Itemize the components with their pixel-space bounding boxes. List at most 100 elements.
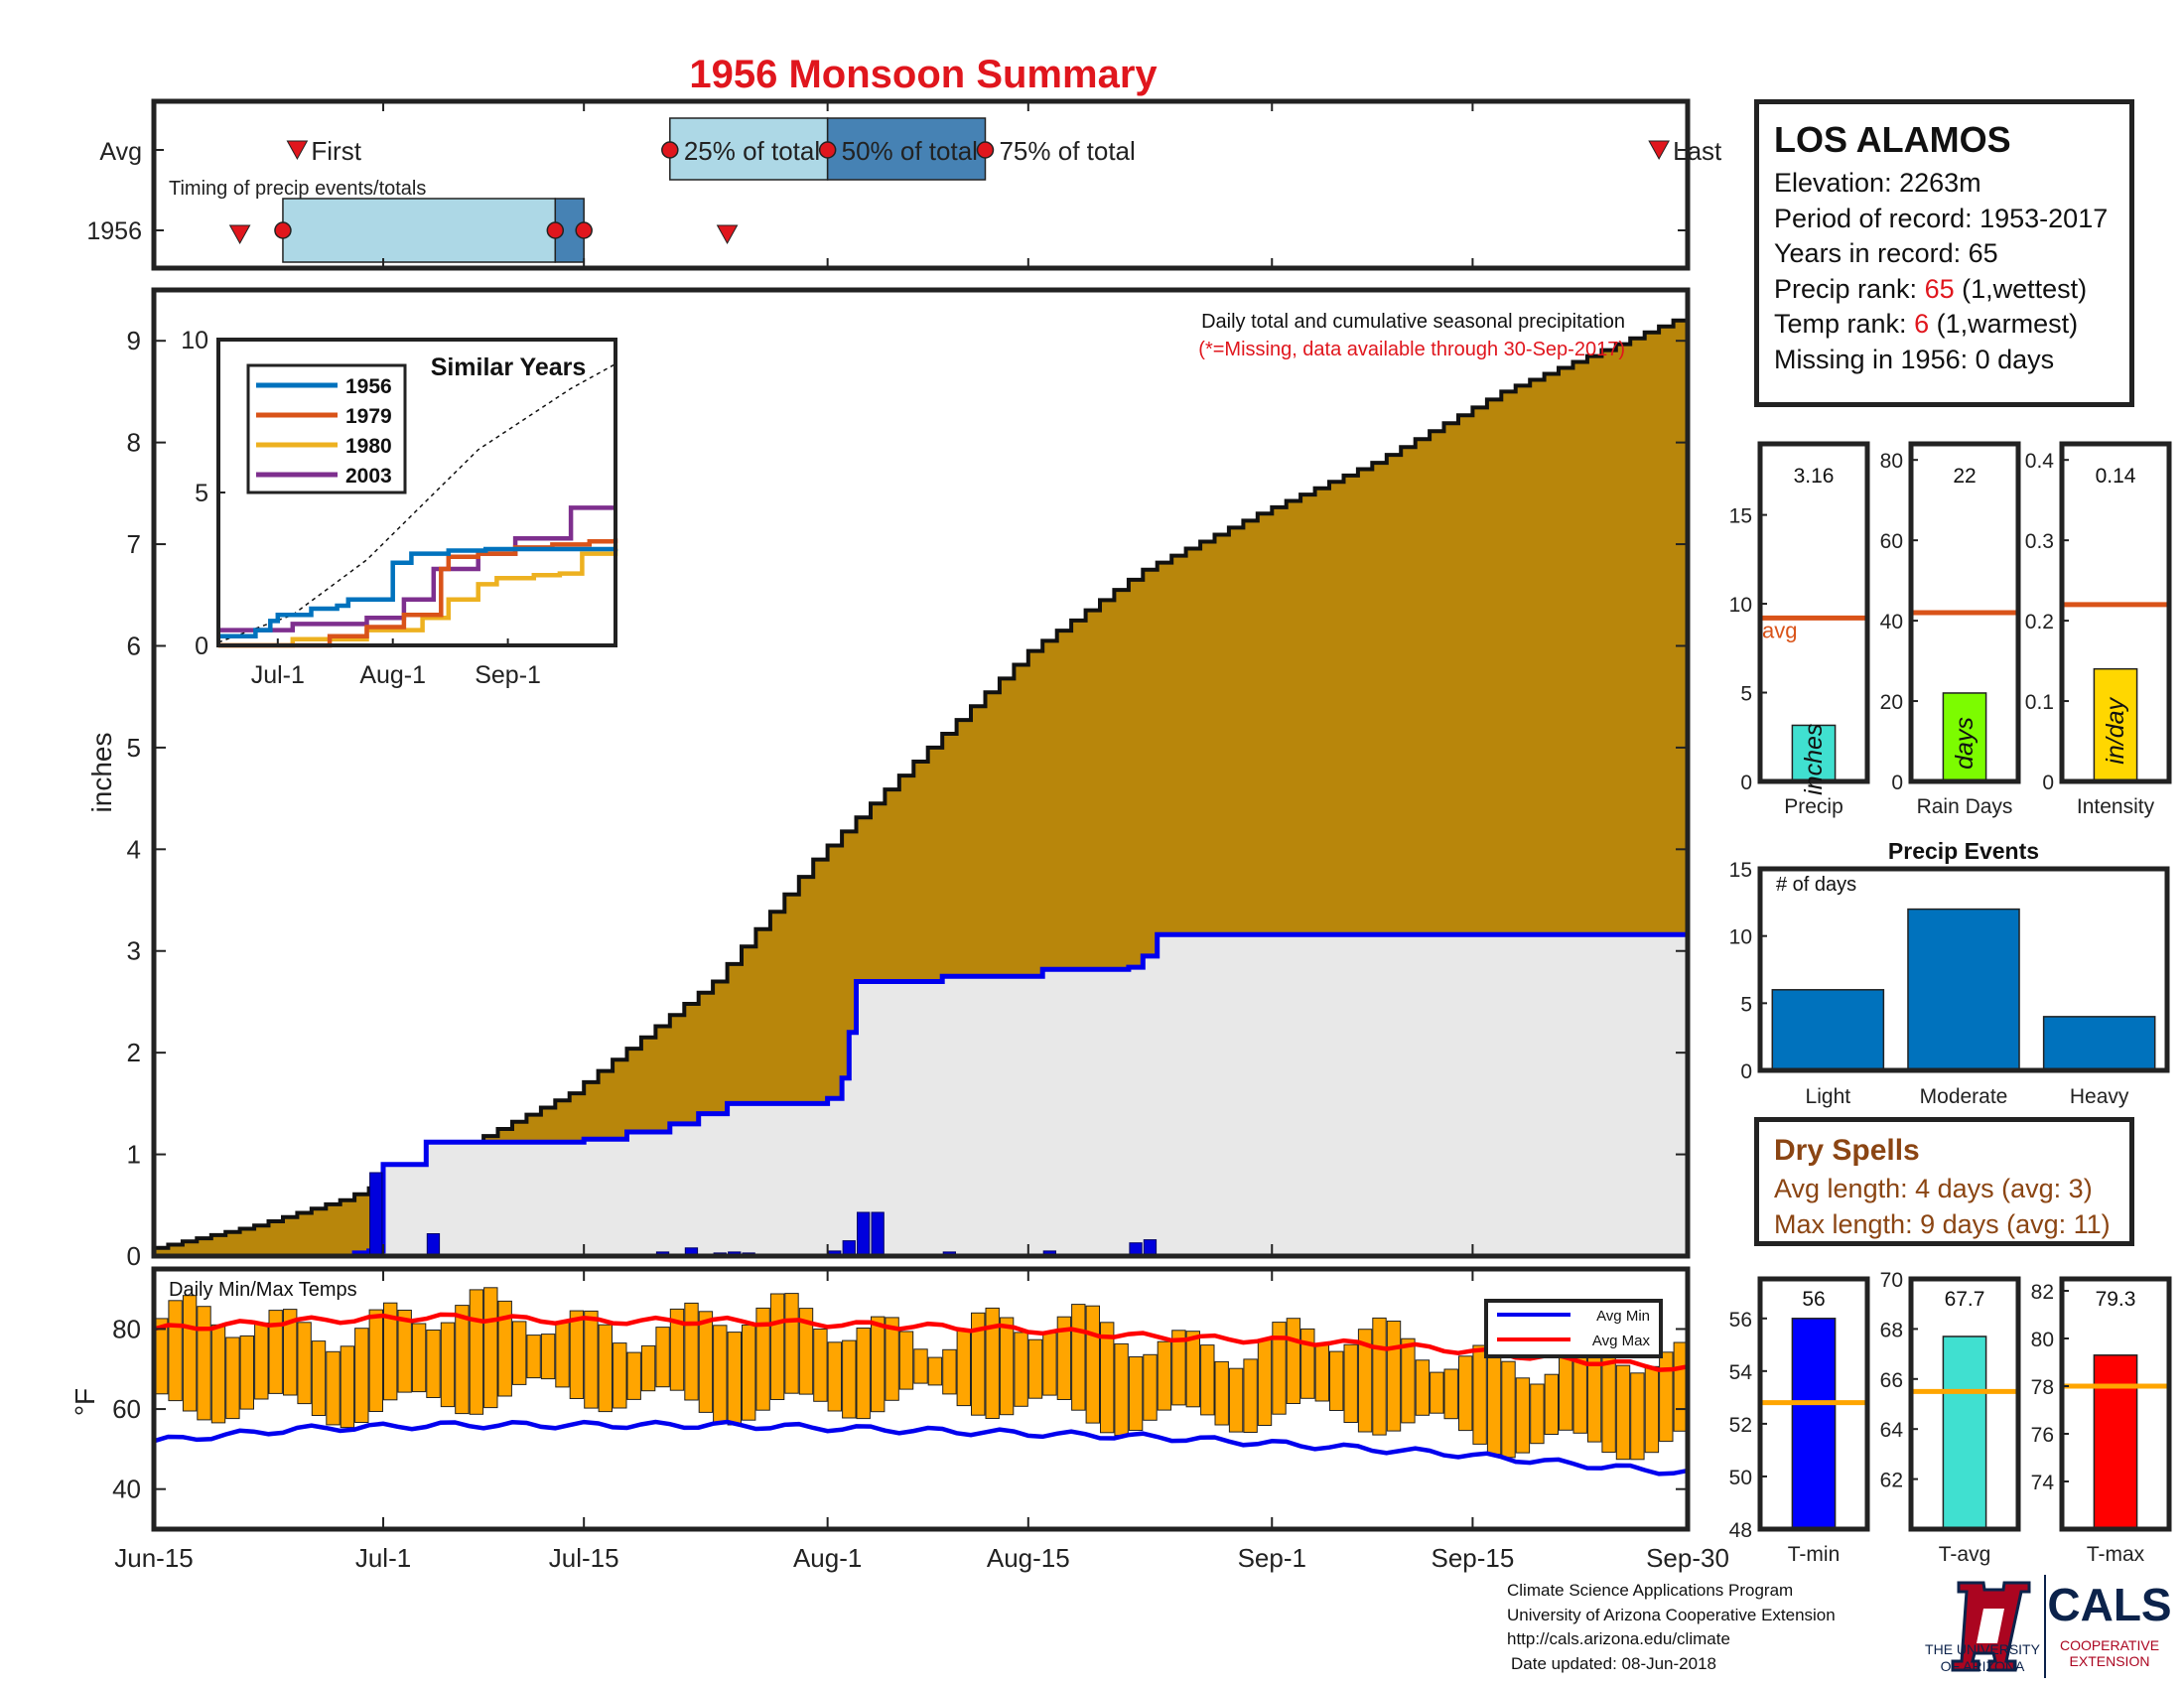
- station-missing: Missing in 1956: 0 days: [1774, 344, 2055, 374]
- temp-range-bar: [784, 1293, 799, 1394]
- timing-1956-25-50-box: [282, 198, 557, 263]
- inset-series-lines: [217, 362, 618, 648]
- temp-range-bar: [584, 1310, 599, 1409]
- temp-range-bar: [755, 1307, 770, 1411]
- timing-1956-last-marker: [716, 224, 739, 245]
- date-tick-label: Aug-1: [793, 1543, 862, 1573]
- summary-y-tick-label: 0.1: [2025, 691, 2054, 714]
- inset-series-1956: [218, 546, 618, 639]
- temp-range-bar: [640, 1344, 656, 1392]
- cals-wordmark: CALS: [2047, 1579, 2171, 1630]
- temp-range-bar: [512, 1321, 527, 1385]
- temp-range-bar: [239, 1335, 255, 1410]
- inset-avg-dashed-line: [217, 362, 616, 643]
- summary-panel-rain-days: 0 20 40 60 80 22 Rain Days days: [1880, 441, 2021, 818]
- temps-title: Daily Min/Max Temps: [169, 1279, 357, 1301]
- summary-panel-t-avg: 62 64 66 68 70 67.7 T-avg: [1880, 1269, 2021, 1566]
- cals-line1: COOPERATIVE: [2060, 1637, 2159, 1653]
- summary-value-t-min: 56: [1802, 1288, 1825, 1311]
- temp-range-bar: [813, 1329, 828, 1402]
- summary-bar-precip-total: [1791, 724, 1837, 782]
- summary-y-tick-label: 74: [2031, 1472, 2055, 1494]
- temp-range-bar: [1014, 1332, 1028, 1407]
- footer-line2: University of Arizona Cooperative Extens…: [1507, 1605, 1836, 1624]
- ua-logo: [1951, 1581, 2031, 1672]
- summary-y-tick-label: 0: [1740, 772, 1752, 794]
- summary-panel-frame: [1757, 441, 1870, 784]
- timing-avg-p50-label: 50% of total: [842, 136, 978, 166]
- events-y-tick-label: 15: [1729, 859, 1752, 882]
- summary-y-tick-label: 0.4: [2025, 450, 2055, 473]
- temp-range-bar: [1630, 1372, 1645, 1461]
- temp-range-bar: [283, 1309, 298, 1396]
- dry-spells-box: Dry Spells Avg length: 4 days (avg: 3) M…: [1754, 1117, 2134, 1246]
- events-category-label: Light: [1806, 1085, 1851, 1108]
- temp-range-bar: [827, 1341, 842, 1412]
- temp-range-bar: [985, 1307, 1000, 1420]
- summary-y-tick-label: 52: [1729, 1414, 1752, 1437]
- temp-range-bar: [842, 1339, 857, 1419]
- temp-range-bar: [354, 1328, 369, 1423]
- summary-bar-t-max: [2093, 1354, 2138, 1530]
- summary-xlabel-t-min: T-min: [1788, 1543, 1841, 1566]
- summary-y-tick-label: 60: [1880, 530, 1903, 553]
- temp-range-bar: [1185, 1331, 1200, 1408]
- summary-y-tick-label: 80: [2031, 1329, 2054, 1351]
- temp-range-bar: [254, 1322, 269, 1400]
- temp-range-bar: [569, 1310, 585, 1399]
- temp-range-bar: [956, 1330, 971, 1407]
- main-y-tick-label: 3: [127, 936, 141, 966]
- legend-avg-max-label: Avg Max: [1592, 1333, 1651, 1349]
- station-info-box: LOS ALAMOS Elevation: 2263m Period of re…: [1754, 99, 2134, 407]
- temp-range-bar: [885, 1317, 899, 1401]
- summary-value-rain-days: 22: [1953, 465, 1976, 488]
- summary-y-tick-label: 56: [1729, 1309, 1752, 1332]
- temp-range-bar: [197, 1306, 211, 1421]
- summary-unit-intensity: in/day: [2102, 696, 2129, 764]
- timing-1956-p50-marker: [546, 221, 565, 239]
- temp-range-bar: [1401, 1337, 1416, 1424]
- main-y-tick-label: 2: [127, 1038, 141, 1067]
- summary-y-tick-label: 82: [2031, 1281, 2054, 1304]
- summary-value-precip-total: 3.16: [1794, 465, 1835, 488]
- summary-value-t-avg: 67.7: [1945, 1288, 1985, 1311]
- station-name: LOS ALAMOS: [1774, 119, 2011, 160]
- temp-range-bar: [555, 1322, 570, 1388]
- temp-range-bar: [1357, 1329, 1373, 1433]
- temp-range-bar: [742, 1324, 756, 1421]
- temp-range-bar: [669, 1308, 685, 1391]
- events-bar-light: [1771, 989, 1885, 1071]
- temp-range-bar: [1157, 1340, 1172, 1411]
- temp-range-bar: [684, 1302, 699, 1401]
- temp-range-bar: [297, 1322, 312, 1405]
- temp-rank-note: (1,warmest): [1929, 309, 2079, 339]
- daily-precip-bar: [871, 1211, 885, 1257]
- temp-range-bar: [999, 1317, 1015, 1416]
- temp-range-bar: [1200, 1344, 1215, 1416]
- temp-range-bar: [927, 1356, 943, 1386]
- temp-range-bar: [426, 1330, 441, 1398]
- summary-value-t-max: 79.3: [2096, 1288, 2136, 1311]
- temp-range-bar: [898, 1331, 914, 1390]
- ua-logo-a-inner: [1977, 1609, 2004, 1643]
- main-y-tick-label: 9: [127, 326, 141, 355]
- temp-range-bar: [368, 1309, 384, 1412]
- temp-range-bar: [1042, 1332, 1057, 1396]
- temps-legend-box: [1484, 1299, 1663, 1358]
- timing-row-label-avg: Avg: [99, 138, 142, 166]
- temp-range-bar: [798, 1308, 814, 1395]
- temp-range-bar: [1430, 1371, 1444, 1414]
- temp-range-bar: [698, 1311, 714, 1413]
- summary-y-tick-label: 20: [1880, 691, 1903, 714]
- inset-x-tick-label: Jul-1: [251, 661, 305, 689]
- events-title: Precip Events: [1888, 838, 2039, 864]
- summary-y-tick-label: 78: [2031, 1376, 2054, 1399]
- summary-bar-t-min: [1791, 1318, 1837, 1530]
- temp-summary-panels: 48 50 52 54 56 56 T-min 62 64 66 68 70 67.7 T-avg 74 76…: [1729, 1269, 2172, 1566]
- summary-bar-t-avg: [1942, 1336, 1987, 1530]
- inset-y-tick-label: 10: [181, 327, 208, 354]
- temp-range-bar: [613, 1342, 627, 1409]
